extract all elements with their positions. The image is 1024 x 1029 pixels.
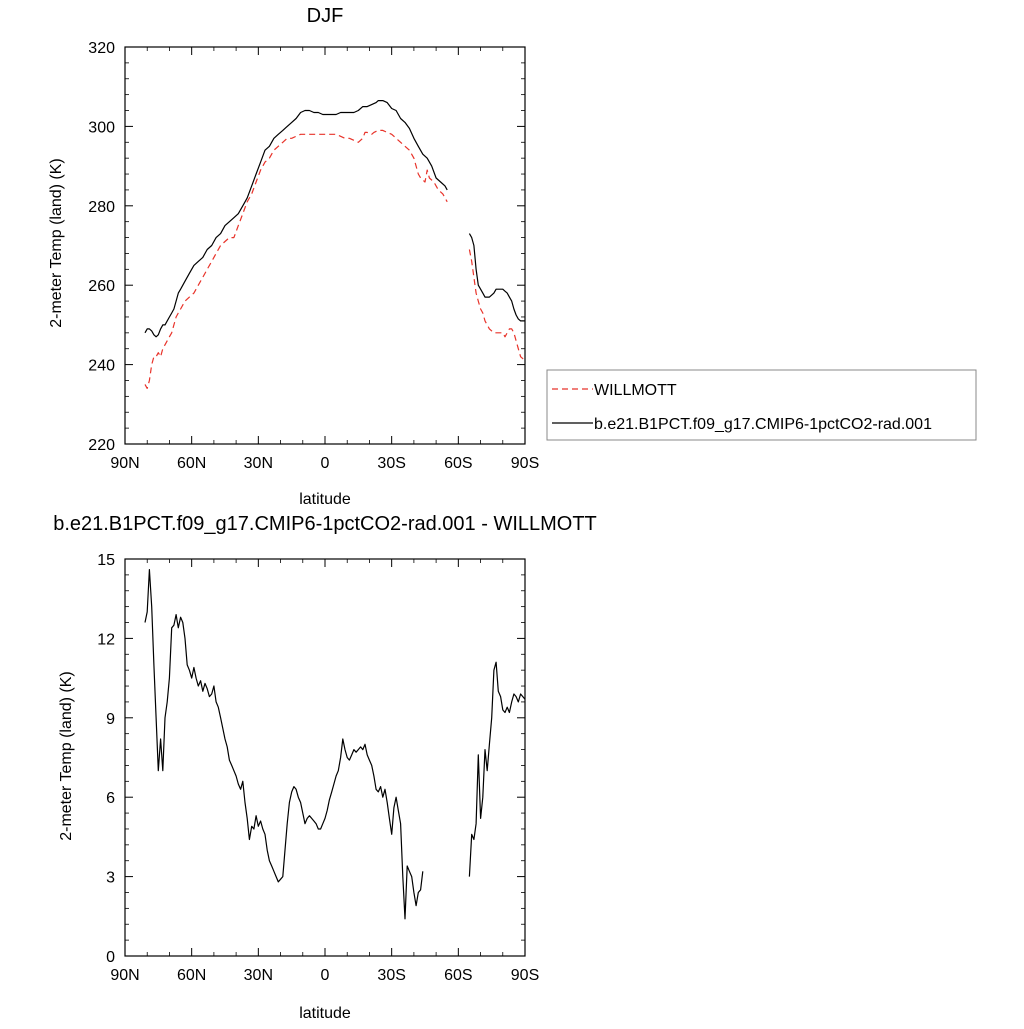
bottom-x-tick-label: 0 bbox=[321, 967, 330, 984]
bottom-y-tick-label: 6 bbox=[106, 790, 115, 807]
top-chart-title: DJF bbox=[307, 5, 344, 27]
bottom-panel: b.e21.B1PCT.f09_g17.CMIP6-1pctCO2-rad.00… bbox=[53, 513, 597, 1022]
bottom-y-tick-label: 12 bbox=[97, 631, 115, 648]
bottom-chart-title: b.e21.B1PCT.f09_g17.CMIP6-1pctCO2-rad.00… bbox=[53, 513, 597, 535]
top-y-tick-label: 280 bbox=[88, 199, 115, 216]
bottom-series-layer bbox=[144, 568, 526, 920]
bottom-x-tick-label: 60N bbox=[177, 967, 206, 984]
legend-label-willmott: WILLMOTT bbox=[594, 382, 677, 399]
top-x-tick-label: 0 bbox=[321, 455, 330, 472]
top-x-axis-label: latitude bbox=[299, 491, 351, 508]
bottom-x-axis-label: latitude bbox=[299, 1005, 351, 1022]
bottom-axes: 90N 60N 30N 0 30S 60S 90S 0 3 6 9 12 15 bbox=[97, 552, 539, 984]
top-x-tick-label: 60N bbox=[177, 455, 206, 472]
bottom-y-tick-label: 0 bbox=[106, 949, 115, 966]
top-series-model-line bbox=[144, 99, 448, 338]
top-series-model-line bbox=[468, 233, 525, 322]
legend-label-model: b.e21.B1PCT.f09_g17.CMIP6-1pctCO2-rad.00… bbox=[594, 416, 932, 433]
bottom-y-axis-label: 2-meter Temp (land) (K) bbox=[58, 671, 75, 841]
bottom-y-tick-label: 9 bbox=[106, 711, 115, 728]
bottom-series-model-line bbox=[144, 568, 424, 920]
bottom-x-tick-label: 30S bbox=[377, 967, 405, 984]
top-x-tick-label: 30N bbox=[244, 455, 273, 472]
top-plot-frame bbox=[124, 46, 526, 445]
bottom-x-tick-label: 90S bbox=[511, 967, 539, 984]
top-series-willmott-line bbox=[144, 129, 448, 389]
legend-box bbox=[546, 369, 977, 441]
top-series-layer bbox=[144, 99, 526, 389]
top-y-tick-label: 220 bbox=[88, 437, 115, 454]
top-x-tick-label: 60S bbox=[444, 455, 472, 472]
top-series-willmott-line bbox=[468, 249, 526, 362]
bottom-x-tick-label: 60S bbox=[444, 967, 472, 984]
bottom-x-tick-label: 30N bbox=[244, 967, 273, 984]
top-y-tick-label: 240 bbox=[88, 358, 115, 375]
bottom-y-tick-label: 3 bbox=[106, 870, 115, 887]
top-y-axis-label: 2-meter Temp (land) (K) bbox=[48, 158, 65, 328]
top-y-tick-label: 300 bbox=[88, 119, 115, 136]
top-x-tick-label: 90N bbox=[110, 455, 139, 472]
top-x-tick-label: 90S bbox=[511, 455, 539, 472]
bottom-series-model-line bbox=[468, 661, 526, 877]
bottom-x-tick-label: 90N bbox=[110, 967, 139, 984]
top-panel: DJF latitude 2-meter Temp (land) (K) 90N… bbox=[48, 5, 539, 508]
top-axes: 90N 60N 30N 0 30S 60S 90S 220 240 260 280 300 320 bbox=[88, 40, 539, 472]
top-y-tick-label: 320 bbox=[88, 40, 115, 57]
bottom-plot-frame bbox=[124, 558, 526, 957]
top-x-tick-label: 30S bbox=[377, 455, 405, 472]
top-y-tick-label: 260 bbox=[88, 278, 115, 295]
legend: WILLMOTT b.e21.B1PCT.f09_g17.CMIP6-1pctC… bbox=[546, 369, 977, 441]
bottom-y-tick-label: 15 bbox=[97, 552, 115, 569]
